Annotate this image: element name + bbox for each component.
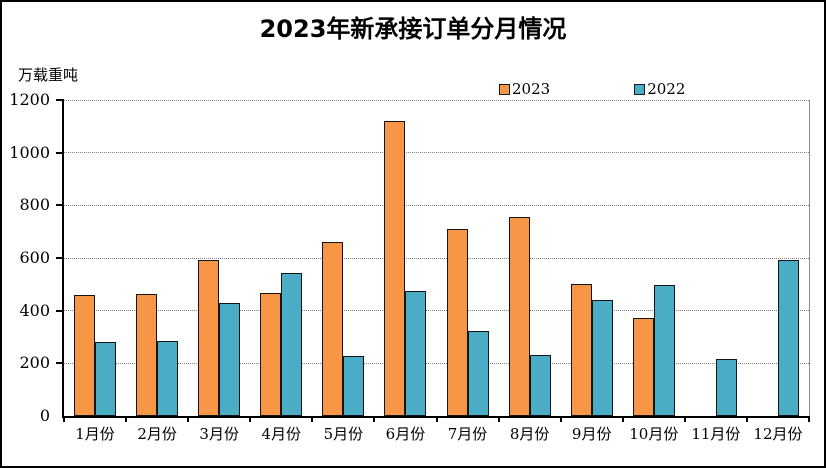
bar-2023-2月份	[136, 293, 158, 416]
x-tick-label-1月份: 1月份	[75, 425, 115, 443]
x-tick-1	[125, 418, 128, 422]
legend-item-2022: 2022	[634, 81, 685, 97]
bar-2023-7月份	[446, 229, 468, 416]
y-axis-line	[62, 100, 64, 418]
y-tick-label-400: 400	[19, 300, 50, 320]
bar-2023-10月份	[632, 318, 654, 416]
x-tick-label-11月份: 11月份	[691, 425, 741, 443]
y-axis-unit-label: 万载重吨	[18, 66, 79, 84]
x-tick-6	[435, 418, 438, 422]
x-tick-label-7月份: 7月份	[447, 425, 488, 443]
bar-2023-5月份	[322, 242, 344, 416]
x-tick-5	[373, 418, 376, 422]
gridline-400	[64, 310, 809, 312]
x-tick-7	[497, 418, 500, 422]
x-tick-2	[187, 418, 190, 422]
y-tick-label-200: 200	[19, 353, 50, 373]
bar-2022-9月份	[591, 300, 613, 416]
legend-swatch-2022-icon	[634, 84, 646, 95]
legend: 2023 2022	[499, 81, 685, 97]
bar-2022-1月份	[95, 342, 117, 416]
bar-2022-5月份	[343, 355, 365, 416]
bar-2022-4月份	[281, 273, 303, 416]
y-tick-label-1000: 1000	[9, 142, 50, 162]
x-tick-0	[63, 418, 65, 422]
legend-item-2023: 2023	[499, 81, 550, 97]
y-tick-800	[56, 204, 64, 207]
bar-2022-8月份	[529, 354, 551, 416]
x-tick-label-10月份: 10月份	[629, 425, 679, 443]
x-tick-label-5月份: 5月份	[323, 425, 364, 443]
x-tick-3	[249, 418, 252, 422]
x-tick-label-3月份: 3月份	[199, 425, 239, 443]
x-tick-label-9月份: 9月份	[571, 425, 612, 443]
x-tick-4	[311, 418, 314, 422]
y-tick-1000	[56, 151, 64, 154]
bar-2022-7月份	[467, 330, 489, 416]
y-tick-label-800: 800	[19, 195, 50, 215]
x-axis-line	[62, 416, 810, 418]
gridline-200	[64, 362, 809, 364]
legend-label-2022: 2022	[647, 80, 686, 98]
y-tick-label-600: 600	[19, 248, 50, 267]
x-tick-8	[559, 418, 562, 422]
gridline-800	[64, 204, 809, 206]
x-tick-label-12月份: 12月份	[753, 425, 803, 443]
legend-swatch-2023-icon	[499, 84, 510, 95]
bar-2022-12月份	[777, 260, 799, 416]
plot-area	[64, 99, 809, 416]
gridline-600	[64, 257, 809, 259]
y-tick-label-0: 0	[39, 406, 50, 425]
gridline-1200	[64, 99, 809, 101]
bar-2022-11月份	[715, 358, 737, 416]
bar-2023-1月份	[74, 294, 96, 416]
x-tick-9	[621, 418, 624, 422]
x-tick-12	[808, 418, 810, 422]
bar-2023-4月份	[260, 293, 282, 416]
plot-right-border	[809, 100, 810, 416]
y-tick-600	[56, 257, 64, 259]
bar-2023-3月份	[198, 259, 220, 416]
chart-title: 2023年新承接订单分月情况	[259, 15, 567, 43]
x-tick-label-2月份: 2月份	[137, 425, 177, 443]
y-tick-label-1200: 1200	[9, 90, 50, 109]
x-tick-label-6月份: 6月份	[385, 425, 426, 443]
x-tick-label-4月份: 4月份	[261, 425, 302, 443]
bar-2022-2月份	[157, 341, 179, 416]
bar-2023-9月份	[570, 283, 592, 416]
bar-2022-6月份	[405, 290, 427, 416]
x-tick-10	[683, 418, 686, 422]
gridline-1000	[64, 152, 809, 154]
bar-2023-8月份	[508, 217, 530, 416]
bar-2022-10月份	[653, 285, 675, 416]
y-tick-1200	[56, 99, 64, 101]
bar-2022-3月份	[219, 303, 241, 416]
x-tick-label-8月份: 8月份	[509, 425, 550, 443]
x-tick-11	[745, 418, 748, 422]
legend-label-2023: 2023	[512, 80, 551, 98]
y-tick-400	[56, 309, 64, 312]
bar-2023-6月份	[384, 120, 406, 416]
y-tick-200	[56, 362, 64, 365]
